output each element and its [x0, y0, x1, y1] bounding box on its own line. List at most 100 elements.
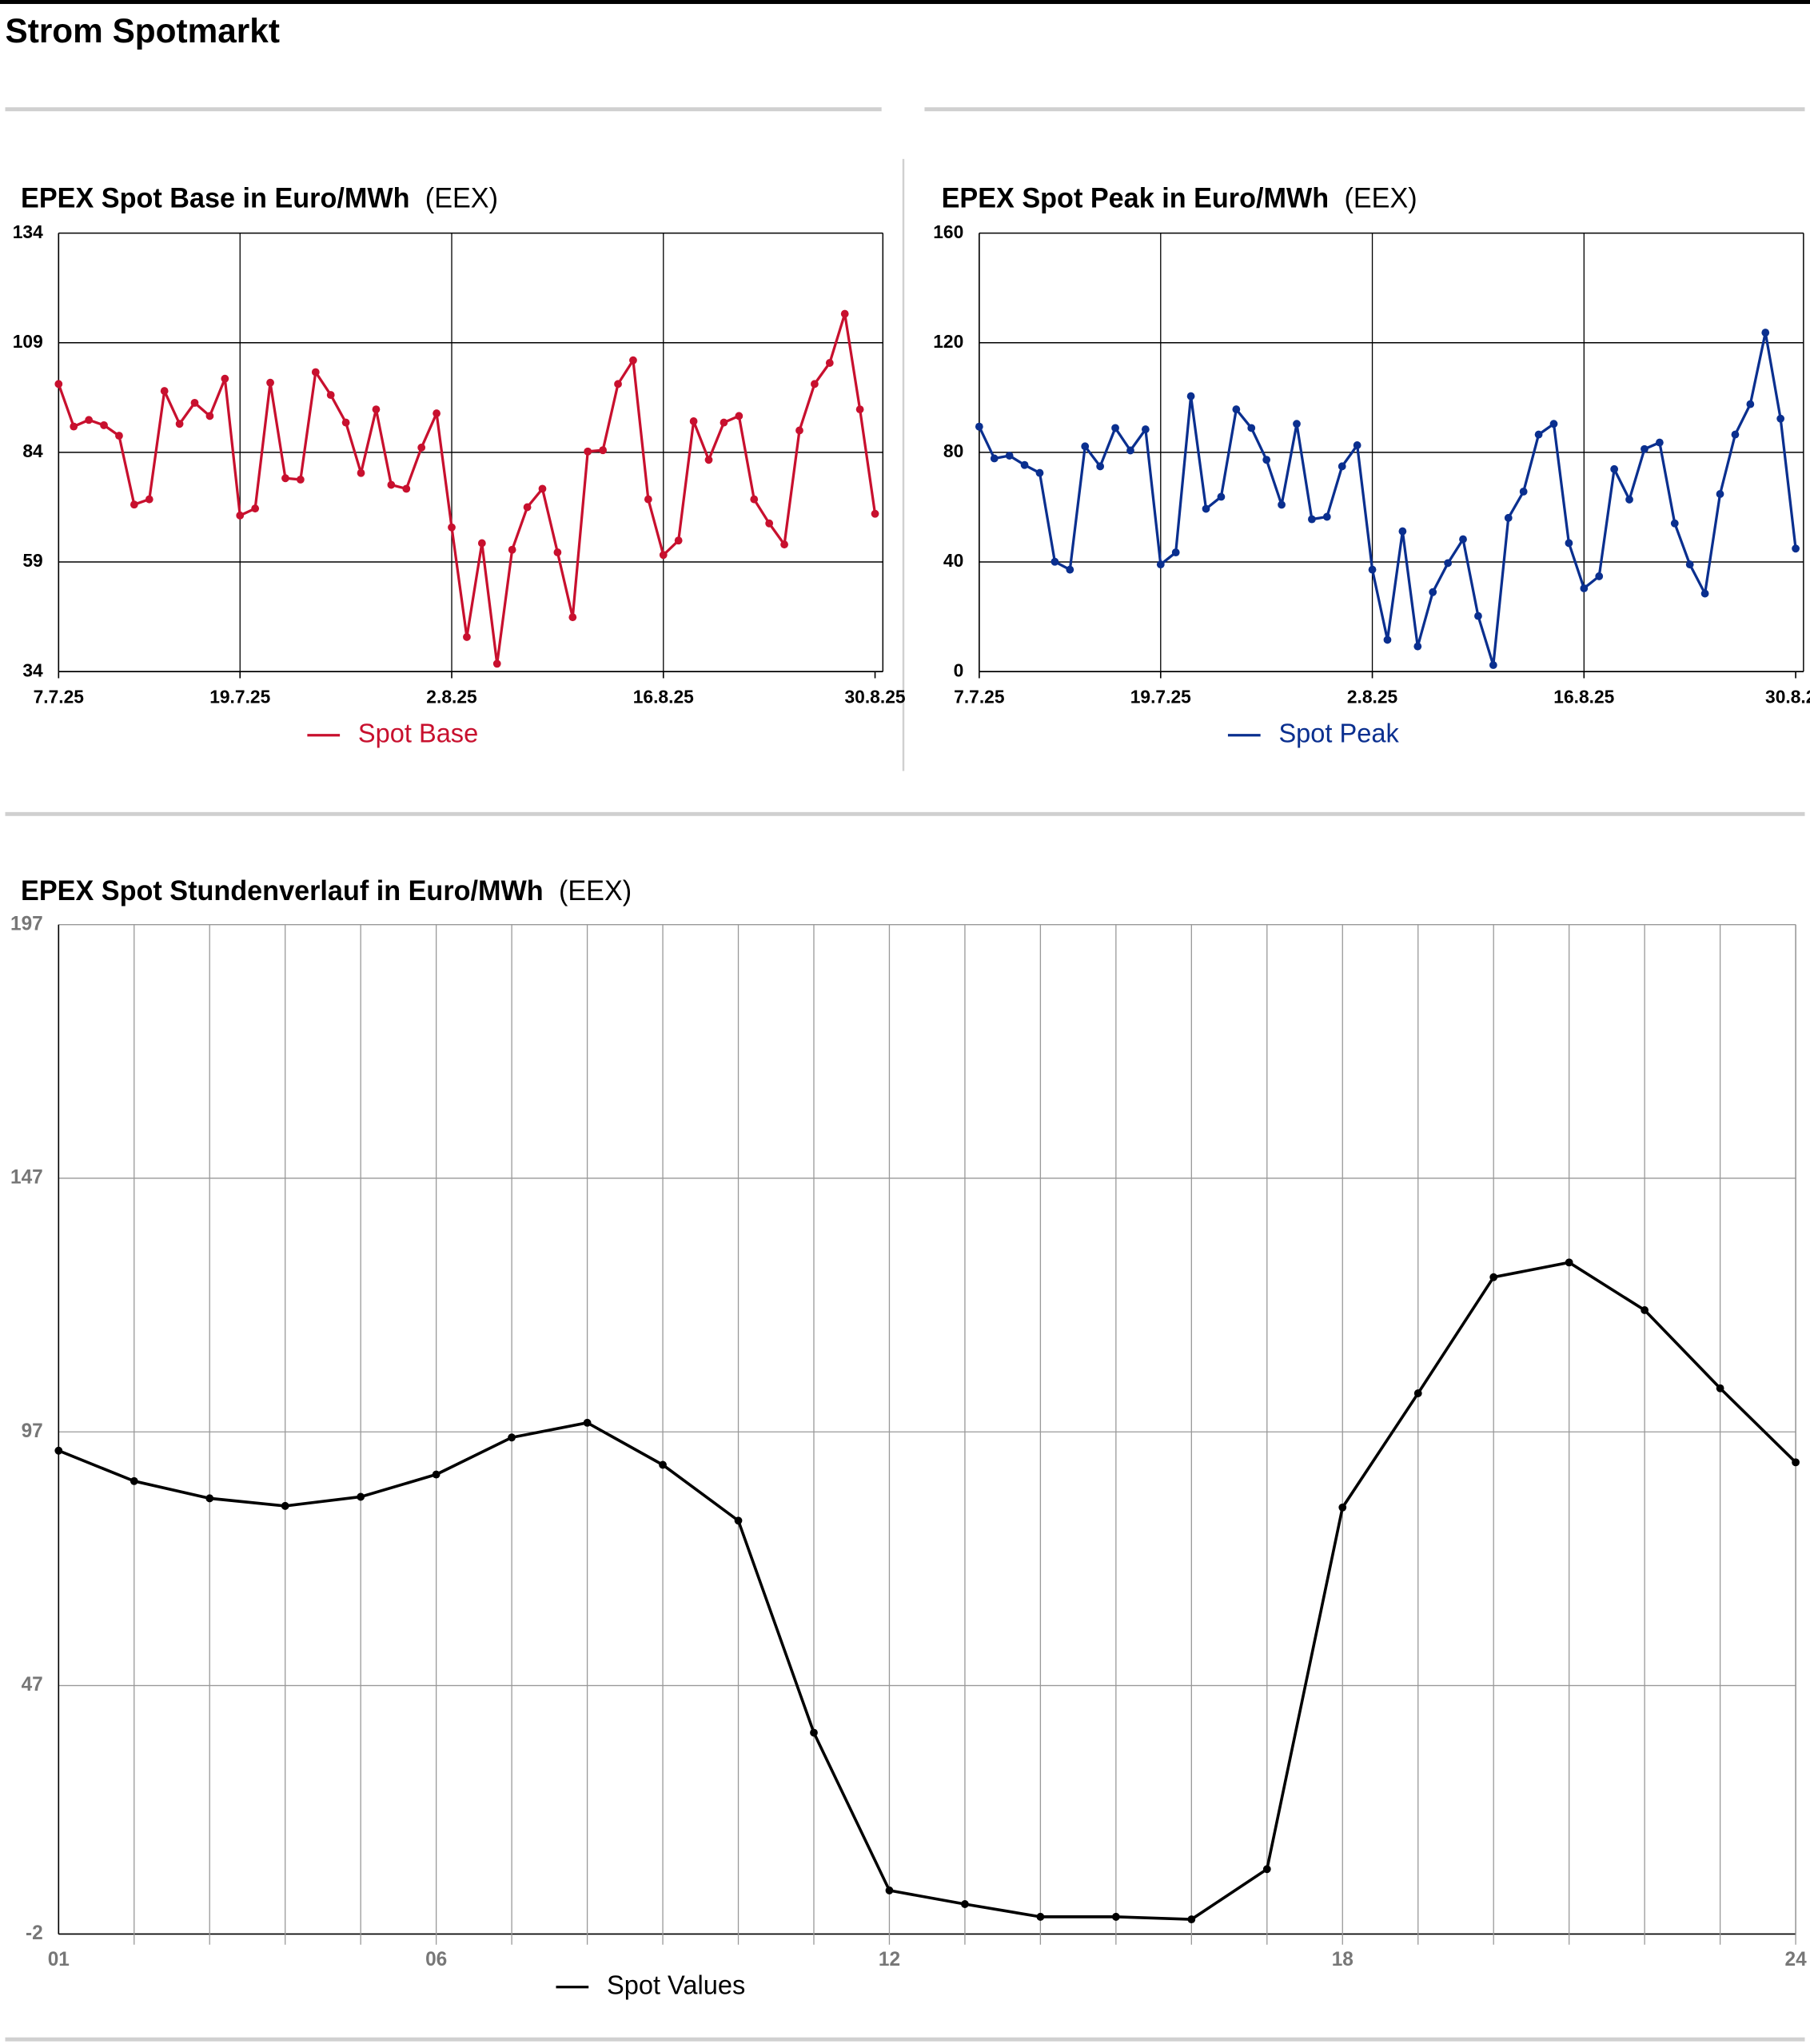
data-point — [281, 1501, 289, 1510]
data-point — [750, 495, 759, 504]
data-point — [508, 545, 516, 554]
data-point — [281, 474, 289, 483]
data-point — [583, 1418, 592, 1427]
data-point — [1595, 572, 1604, 580]
data-point — [735, 412, 744, 420]
data-point — [70, 422, 78, 431]
data-point — [85, 416, 94, 424]
data-point — [1217, 492, 1226, 501]
data-point — [1156, 560, 1165, 569]
y-tick-label: 160 — [933, 221, 963, 242]
data-point — [1141, 425, 1150, 434]
data-point — [1005, 452, 1014, 460]
y-tick-label: 59 — [22, 550, 42, 571]
data-point — [1036, 1912, 1045, 1921]
data-point — [1066, 565, 1074, 574]
data-point — [1459, 535, 1467, 544]
data-point — [1565, 539, 1573, 548]
data-point — [130, 500, 138, 509]
data-point — [357, 1492, 365, 1501]
data-point — [145, 495, 153, 504]
data-point — [1625, 495, 1633, 504]
data-point — [674, 536, 683, 545]
data-point — [1641, 1305, 1649, 1314]
data-point — [704, 456, 713, 464]
data-point — [432, 1470, 441, 1479]
y-tick-label: 97 — [22, 1420, 43, 1442]
data-point — [1232, 405, 1241, 414]
data-point — [1776, 414, 1785, 423]
data-point — [584, 447, 592, 456]
data-point — [734, 1516, 743, 1525]
data-point — [1278, 500, 1286, 509]
separator — [5, 2037, 1805, 2042]
data-point — [357, 468, 365, 477]
data-point — [1383, 636, 1392, 644]
data-point — [311, 368, 320, 377]
data-point — [1187, 1915, 1196, 1924]
data-point — [1020, 460, 1029, 469]
x-tick-label: 16.8.25 — [633, 686, 694, 707]
top-rule — [0, 0, 1810, 4]
chart-title-main: EPEX Spot Peak in Euro/MWh — [942, 183, 1330, 213]
data-point — [644, 495, 652, 504]
chart-title-main: EPEX Spot Stundenverlauf in Euro/MWh — [21, 876, 544, 906]
data-point — [1202, 504, 1210, 513]
legend-label: Spot Values — [607, 1970, 745, 1999]
data-point — [1655, 438, 1664, 447]
series-line — [978, 331, 1797, 667]
data-point — [990, 454, 999, 463]
y-tick-label: 34 — [22, 659, 43, 680]
data-point — [433, 409, 441, 418]
y-tick-label: -2 — [26, 1922, 43, 1944]
data-point — [1610, 464, 1619, 473]
data-point — [402, 484, 411, 493]
data-point — [1126, 446, 1134, 455]
chart: EPEX Spot Stundenverlauf in Euro/MWh (EE… — [10, 876, 1807, 2000]
data-point — [538, 484, 547, 493]
y-tick-label: 80 — [943, 440, 963, 461]
data-point — [1565, 1258, 1573, 1267]
data-point — [463, 632, 471, 641]
chart-source: (EEX) — [1344, 183, 1417, 213]
x-tick-label: 16.8.25 — [1553, 686, 1614, 707]
legend-label: Spot Peak — [1278, 718, 1399, 747]
x-tick-label: 30.8.25 — [1765, 686, 1810, 707]
data-point — [975, 422, 983, 431]
data-point — [1413, 642, 1422, 651]
data-point — [221, 374, 229, 383]
data-point — [659, 1460, 667, 1469]
separator — [5, 811, 1805, 816]
data-point — [160, 387, 169, 396]
separator — [902, 158, 905, 771]
data-point — [885, 1886, 894, 1895]
data-point — [477, 539, 486, 548]
data-point — [387, 480, 396, 489]
data-point — [855, 405, 864, 414]
data-point — [961, 1900, 969, 1908]
data-point — [1700, 589, 1709, 598]
data-point — [1444, 559, 1452, 568]
x-tick-label: 12 — [879, 1949, 900, 1970]
data-point — [130, 1476, 138, 1485]
data-point — [1641, 444, 1649, 453]
data-point — [1035, 468, 1044, 477]
data-point — [1262, 1865, 1271, 1874]
separator — [5, 107, 882, 112]
chart: EPEX Spot Peak in Euro/MWh (EEX) 0 40 80 120… — [933, 183, 1810, 747]
chart-title: EPEX Spot Base in Euro/MWh (EEX) — [21, 183, 498, 213]
data-point — [341, 418, 350, 427]
y-tick-label: 84 — [22, 440, 43, 461]
data-point — [326, 391, 335, 400]
data-point — [1368, 565, 1377, 574]
data-point — [251, 504, 260, 513]
y-tick-label: 109 — [13, 331, 43, 352]
y-tick-label: 134 — [13, 221, 43, 242]
chart-title: EPEX Spot Stundenverlauf in Euro/MWh (EE… — [21, 876, 632, 906]
data-point — [1413, 1389, 1422, 1397]
series-line — [57, 312, 877, 665]
data-point — [1322, 512, 1331, 521]
data-point — [1716, 1384, 1724, 1393]
